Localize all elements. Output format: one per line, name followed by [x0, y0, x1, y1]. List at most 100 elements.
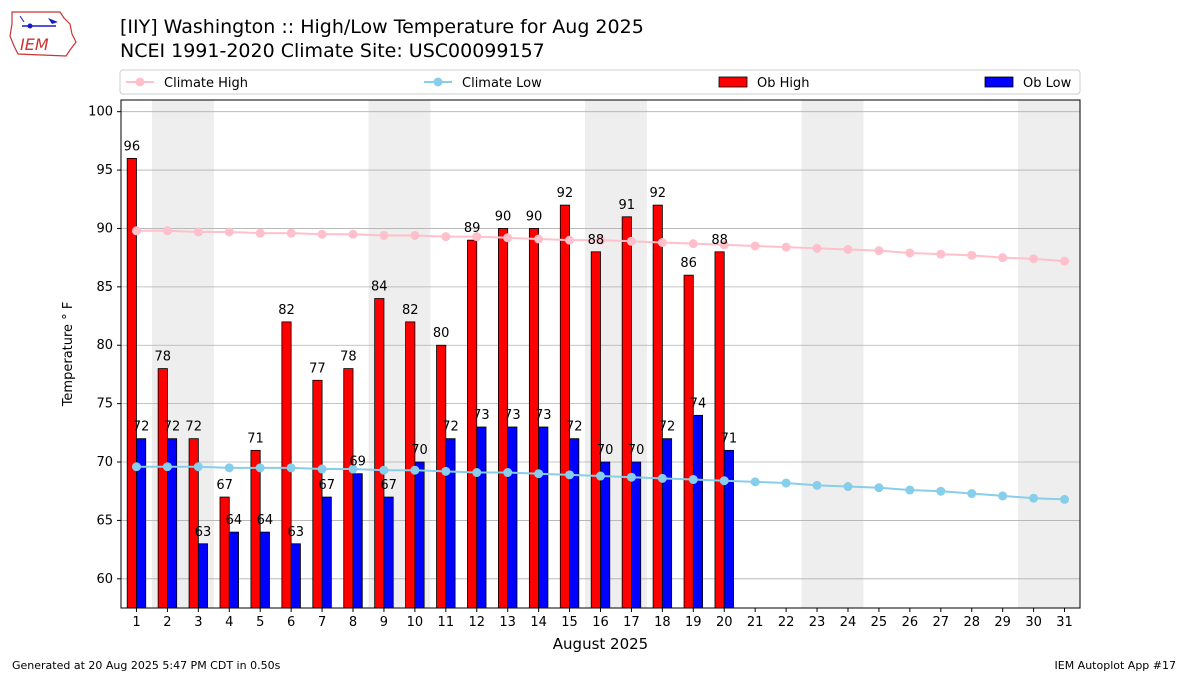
climate-low-point — [657, 473, 667, 483]
ob-low-bar — [197, 543, 209, 609]
climate-high-point — [596, 235, 605, 245]
ob-high-label: 86 — [680, 256, 697, 271]
legend-label: Climate Low — [462, 76, 542, 91]
climate-high-point — [812, 243, 822, 253]
ob-high-label: 82 — [402, 303, 419, 318]
logo-text: IEM — [20, 35, 49, 54]
ob-high-label: 88 — [588, 233, 605, 248]
ob-high-label: 91 — [619, 198, 636, 213]
climate-low-point — [286, 463, 296, 473]
climate-low-point — [410, 465, 420, 475]
bars — [126, 157, 734, 609]
x-tick-label: 7 — [318, 615, 326, 630]
chart-subtitle: NCEI 1991-2020 Climate Site: USC00099157 — [120, 40, 545, 62]
x-tick-label: 16 — [592, 615, 609, 630]
climate-low-point — [905, 485, 915, 495]
legend-swatch-marker — [433, 77, 443, 87]
y-tick-label: 100 — [88, 105, 113, 120]
climate-low-point — [534, 469, 544, 479]
y-tick-label: 90 — [96, 221, 113, 236]
climate-low-point — [565, 470, 575, 480]
climate-high-point — [565, 235, 575, 245]
ob-low-label: 71 — [721, 431, 738, 446]
climate-low-point — [967, 489, 977, 499]
ob-low-label: 72 — [566, 420, 583, 435]
ob-high-label: 90 — [526, 209, 543, 224]
y-tick-label: 95 — [96, 163, 113, 178]
climate-high-point — [255, 228, 265, 238]
ob-high-label: 92 — [557, 186, 574, 201]
ob-low-bar — [414, 461, 425, 609]
ob-low-label: 73 — [504, 408, 521, 423]
x-tick-label: 14 — [530, 615, 547, 630]
weekend-shading — [151, 100, 1080, 608]
climate-high-point — [379, 230, 389, 240]
ob-high-label: 78 — [154, 350, 171, 365]
climate-high-point — [503, 233, 513, 243]
climate-high-point — [781, 242, 791, 252]
climate-high-point — [441, 232, 451, 242]
ob-high-bar — [559, 204, 570, 609]
ob-high-bar — [343, 368, 354, 609]
ob-high-bar — [405, 321, 416, 609]
ob-high-bar — [590, 251, 601, 609]
ob-high-bar — [436, 344, 447, 609]
ob-high-bar — [157, 368, 168, 609]
legend-swatch-box — [718, 76, 748, 88]
iem-logo: IEM — [9, 11, 77, 57]
climate-low-point — [750, 477, 760, 487]
weekend-band — [1018, 100, 1080, 608]
app-credit: IEM Autoplot App #17 — [1054, 659, 1177, 672]
legend-label: Climate High — [164, 76, 248, 91]
climate-high-point — [286, 228, 296, 238]
x-tick-label: 12 — [468, 615, 485, 630]
climate-high-point — [719, 240, 729, 250]
ob-low-bar — [723, 449, 734, 609]
climate-high-point — [657, 237, 667, 247]
climate-high-point — [688, 239, 698, 249]
ob-low-label: 73 — [535, 408, 552, 423]
ob-low-bar — [228, 531, 239, 609]
ob-high-bar — [683, 274, 694, 609]
ob-low-label: 67 — [318, 478, 335, 493]
climate-high-point — [874, 246, 884, 256]
climate-low-point — [472, 468, 482, 478]
climate-low-point — [998, 491, 1008, 501]
climate-high-point — [410, 230, 420, 240]
ob-high-label: 89 — [464, 221, 481, 236]
y-axis-label: Temperature ° F — [61, 302, 76, 408]
ob-high-bar — [312, 379, 323, 609]
climate-low-point — [1060, 494, 1070, 504]
ob-high-label: 84 — [371, 280, 388, 295]
legend-swatch-marker — [135, 77, 145, 87]
climate-high-point — [626, 236, 636, 246]
ob-low-label: 70 — [597, 443, 614, 458]
legend-swatch-box — [984, 76, 1014, 88]
generated-timestamp: Generated at 20 Aug 2025 5:47 PM CDT in … — [12, 659, 281, 672]
x-tick-label: 17 — [623, 615, 640, 630]
x-tick-label: 29 — [994, 615, 1011, 630]
x-tick-label: 28 — [963, 615, 980, 630]
ob-low-label: 70 — [628, 443, 645, 458]
climate-low-point — [719, 476, 729, 486]
ob-low-bar — [692, 414, 703, 609]
ob-low-bar — [600, 461, 611, 609]
x-tick-label: 31 — [1056, 615, 1073, 630]
x-tick-label: 18 — [654, 615, 671, 630]
climate-low-point — [162, 462, 172, 472]
climate-high-point — [131, 226, 141, 236]
x-tick-label: 21 — [747, 615, 764, 630]
ob-high-bar — [374, 298, 385, 609]
ob-low-bar — [538, 426, 549, 609]
x-tick-label: 6 — [287, 615, 295, 630]
chart-title: [IIY] Washington :: High/Low Temperature… — [120, 16, 644, 38]
climate-low-point — [936, 486, 946, 496]
climate-high-point — [750, 241, 760, 251]
climate-low-point — [317, 464, 327, 474]
climate-high-point — [224, 227, 234, 237]
x-tick-label: 19 — [685, 615, 702, 630]
x-tick-label: 27 — [933, 615, 950, 630]
climate-low-point — [843, 482, 853, 492]
x-tick-label: 13 — [499, 615, 516, 630]
